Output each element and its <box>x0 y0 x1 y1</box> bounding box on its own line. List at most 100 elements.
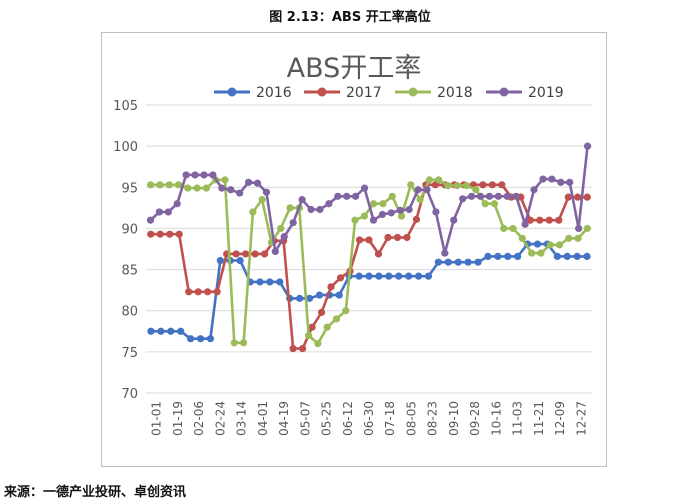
data-point-2017 <box>242 250 250 258</box>
data-point-2018 <box>230 339 238 347</box>
x-tick-label: 12-09 <box>553 401 567 436</box>
data-point-2018 <box>379 200 387 208</box>
x-tick-label: 09-28 <box>468 401 482 436</box>
legend-marker <box>408 87 418 97</box>
data-point-2018 <box>258 196 266 204</box>
y-tick-label: 100 <box>113 140 138 155</box>
series-2016 <box>147 240 591 343</box>
x-tick-label: 01-01 <box>150 401 164 436</box>
data-point-2017 <box>327 283 335 291</box>
x-tick-label: 02-24 <box>213 401 227 436</box>
y-gridlines <box>146 104 592 394</box>
data-point-2018 <box>370 200 378 208</box>
legend-marker <box>317 87 327 97</box>
data-point-2016 <box>464 258 472 266</box>
data-point-2017 <box>393 233 402 242</box>
legend-marker <box>227 87 237 97</box>
data-point-2019 <box>459 195 467 203</box>
data-point-2016 <box>563 252 571 261</box>
data-point-2017 <box>156 230 164 238</box>
data-point-2017 <box>166 230 174 238</box>
data-point-2016 <box>375 272 383 280</box>
data-point-2019 <box>387 209 395 217</box>
data-point-2018 <box>221 176 229 184</box>
data-point-2019 <box>548 175 556 183</box>
data-point-2019 <box>530 186 538 194</box>
data-point-2019 <box>583 142 592 150</box>
data-point-2019 <box>414 186 422 194</box>
data-point-2019 <box>450 216 458 224</box>
data-point-2019 <box>378 210 386 219</box>
data-point-2019 <box>352 192 360 200</box>
data-point-2017 <box>336 274 345 282</box>
data-point-2017 <box>545 216 553 224</box>
data-point-2017 <box>147 230 155 238</box>
data-point-2017 <box>583 193 591 201</box>
data-point-2018 <box>500 224 508 233</box>
x-tick-label: 05-25 <box>320 401 334 436</box>
data-point-2018 <box>202 184 210 192</box>
data-point-2019 <box>512 192 520 200</box>
x-tick-label: 09-10 <box>447 401 461 436</box>
data-point-2017 <box>498 181 506 189</box>
data-point-2018 <box>407 181 415 189</box>
data-point-2019 <box>396 206 404 214</box>
data-point-2018 <box>249 208 257 216</box>
data-point-2019 <box>503 192 511 200</box>
x-tick-label: 07-18 <box>383 401 397 436</box>
data-point-2018 <box>351 216 359 224</box>
data-point-2019 <box>325 200 333 208</box>
data-point-2016 <box>573 252 581 261</box>
data-point-2016 <box>434 258 442 266</box>
data-point-2018 <box>156 181 164 189</box>
figure-caption: 图 2.13：ABS 开工率高位 <box>269 10 431 25</box>
data-point-2019 <box>476 192 485 200</box>
y-tick-label: 105 <box>113 99 138 114</box>
y-tick-label: 85 <box>121 264 138 279</box>
x-tick-label: 04-19 <box>277 401 291 436</box>
x-tick-label: 03-14 <box>235 401 249 436</box>
data-point-2018 <box>444 182 452 190</box>
data-point-2018 <box>323 323 331 331</box>
data-point-2019 <box>253 179 262 187</box>
legend-label: 2017 <box>346 85 382 101</box>
data-point-2016 <box>414 272 423 280</box>
data-point-2019 <box>209 171 217 179</box>
legend-item-2017: 2017 <box>304 85 382 101</box>
data-point-2018 <box>277 224 285 233</box>
data-point-2017 <box>251 250 259 258</box>
data-point-2017 <box>526 216 534 224</box>
data-point-2017 <box>213 288 221 296</box>
legend-item-2018: 2018 <box>395 85 473 101</box>
data-point-2019 <box>405 205 413 214</box>
data-point-2019 <box>467 192 476 200</box>
data-point-2017 <box>488 181 496 189</box>
data-point-2018 <box>342 307 350 315</box>
data-point-2019 <box>557 178 565 186</box>
x-tick-label: 04-01 <box>256 401 270 436</box>
data-point-2019 <box>173 200 181 208</box>
data-point-2017 <box>261 250 269 258</box>
data-point-2017 <box>298 344 307 353</box>
data-point-2018 <box>546 241 554 249</box>
legend-marker <box>499 87 509 97</box>
data-point-2018 <box>174 181 183 189</box>
data-point-2018 <box>397 212 406 220</box>
data-point-2019 <box>164 208 172 216</box>
series-2018 <box>147 176 591 348</box>
x-tick-label: 08-05 <box>404 401 418 436</box>
x-tick-label: 11-21 <box>532 401 546 436</box>
data-point-2016 <box>365 272 373 280</box>
legend-label: 2018 <box>437 85 473 101</box>
data-point-2019 <box>539 175 547 183</box>
data-point-2018 <box>425 176 433 184</box>
data-point-2017 <box>308 323 316 331</box>
data-point-2019 <box>244 178 253 186</box>
data-point-2017 <box>403 233 411 242</box>
data-point-2019 <box>182 171 190 179</box>
data-point-2016 <box>216 256 224 265</box>
data-point-2019 <box>423 186 431 194</box>
series-2019 <box>146 142 592 257</box>
legend-item-2019: 2019 <box>486 85 564 101</box>
data-point-2017 <box>555 216 563 224</box>
